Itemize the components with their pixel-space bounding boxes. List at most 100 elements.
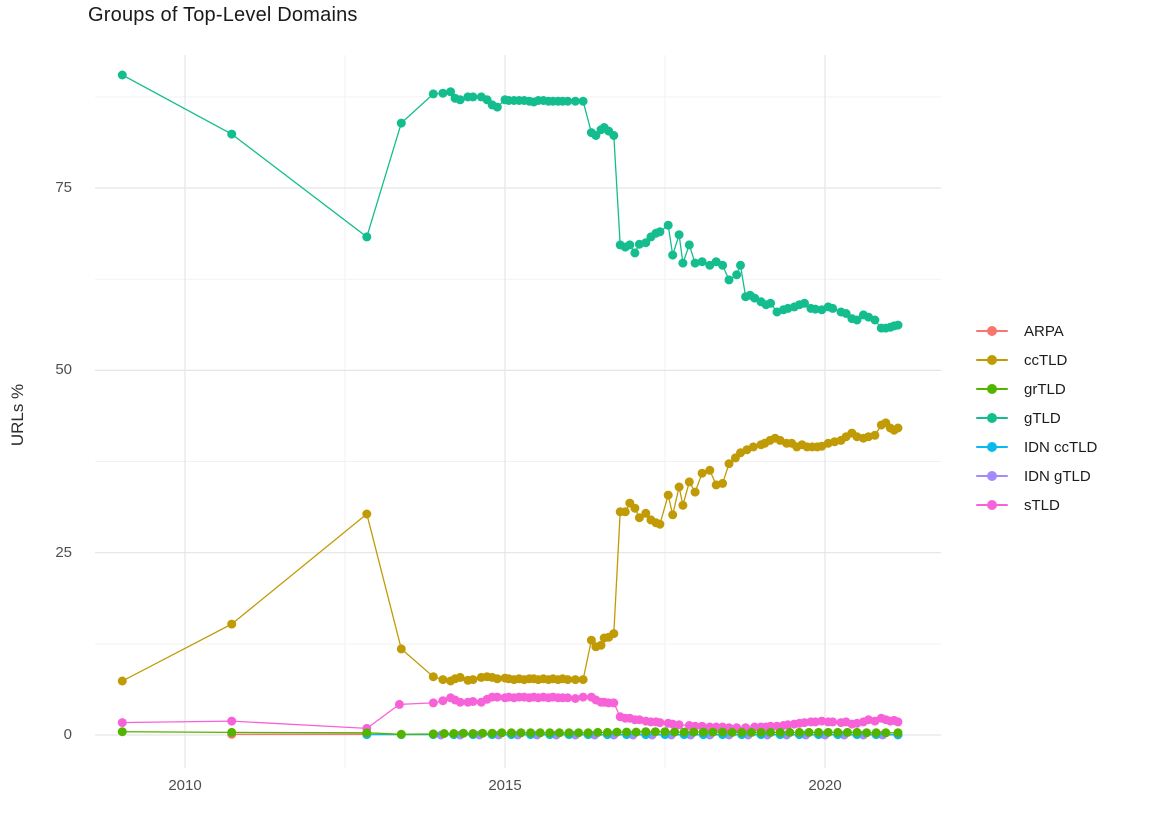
- data-point: [634, 513, 644, 523]
- data-point: [545, 728, 555, 738]
- data-point: [766, 727, 776, 737]
- data-point: [674, 482, 684, 492]
- data-point: [870, 430, 880, 440]
- data-point: [794, 727, 804, 737]
- data-point: [690, 258, 700, 268]
- data-point: [724, 275, 734, 285]
- data-point: [622, 727, 632, 737]
- x-tick-label: 2015: [488, 777, 522, 794]
- legend-dot-icon: [987, 500, 997, 510]
- data-point: [684, 240, 694, 250]
- data-point: [870, 315, 880, 325]
- data-point: [570, 694, 580, 703]
- data-point: [678, 500, 688, 510]
- data-point: [117, 718, 127, 728]
- data-point: [670, 727, 680, 737]
- data-point: [458, 728, 468, 738]
- data-point: [828, 303, 838, 313]
- series-cctld: [117, 418, 903, 686]
- data-point: [583, 728, 593, 738]
- data-point: [804, 727, 814, 737]
- data-point: [428, 698, 438, 708]
- data-point: [564, 728, 574, 738]
- legend-dot-icon: [987, 355, 997, 365]
- chart-legend: ARPA ccTLD grTLD gTLD IDN ccTLD IDN gTLD sTLD: [976, 321, 1097, 515]
- data-point: [698, 727, 708, 737]
- data-point: [478, 728, 488, 738]
- data-point: [227, 727, 237, 737]
- data-point: [227, 129, 237, 139]
- legend-key-icon: [976, 437, 1008, 457]
- data-point: [227, 716, 237, 726]
- data-point: [655, 227, 665, 237]
- series-gtld: [117, 70, 903, 333]
- data-point: [593, 727, 603, 737]
- series-grtld: [117, 727, 903, 739]
- data-point: [881, 728, 891, 738]
- data-point: [660, 727, 670, 737]
- data-point: [766, 298, 776, 308]
- data-point: [492, 102, 502, 112]
- legend-entry-idn-cctld: IDN ccTLD: [976, 437, 1097, 457]
- data-point: [625, 240, 635, 250]
- data-point: [697, 257, 707, 267]
- data-point: [756, 727, 766, 737]
- data-point: [697, 468, 707, 478]
- data-point: [678, 258, 688, 268]
- legend-label: grTLD: [1024, 380, 1066, 398]
- legend-label: IDN ccTLD: [1024, 438, 1098, 456]
- legend-label: gTLD: [1024, 409, 1061, 427]
- data-point: [591, 131, 601, 140]
- data-point: [396, 729, 406, 739]
- data-point: [396, 644, 406, 654]
- gridlines: [95, 55, 941, 768]
- data-point: [570, 96, 580, 106]
- data-point: [620, 507, 630, 517]
- y-tick-label: 50: [55, 361, 72, 379]
- data-point: [526, 728, 536, 738]
- data-point: [631, 727, 641, 737]
- data-point: [492, 692, 502, 702]
- data-point: [362, 509, 372, 519]
- data-point: [554, 728, 564, 738]
- data-point: [800, 298, 809, 308]
- data-point: [718, 260, 728, 270]
- data-point: [609, 698, 619, 708]
- data-point: [641, 508, 651, 518]
- data-point: [668, 250, 678, 260]
- legend-key-icon: [976, 408, 1008, 428]
- y-axis-ticks: 0 25 50 75: [0, 0, 72, 827]
- data-point: [596, 640, 606, 650]
- data-point: [852, 315, 862, 325]
- y-tick-label: 0: [63, 726, 72, 743]
- legend-entry-grtld: grTLD: [976, 379, 1097, 399]
- data-point: [748, 442, 758, 452]
- legend-dot-icon: [987, 384, 997, 394]
- legend-label: IDN gTLD: [1024, 467, 1091, 485]
- legend-entry-arpa: ARPA: [976, 321, 1097, 341]
- data-point: [842, 727, 852, 737]
- data-point: [468, 729, 478, 738]
- data-point: [630, 248, 640, 258]
- legend-entry-cctld: ccTLD: [976, 350, 1097, 370]
- data-point: [775, 727, 785, 737]
- data-point: [468, 675, 478, 685]
- data-point: [492, 674, 502, 684]
- data-point: [612, 727, 622, 737]
- data-point: [650, 727, 660, 737]
- data-point: [668, 510, 678, 520]
- y-tick-label: 25: [55, 543, 72, 561]
- data-point: [746, 727, 756, 737]
- legend-key-icon: [976, 350, 1008, 370]
- legend-key-icon: [976, 321, 1008, 341]
- data-point: [117, 727, 127, 737]
- data-point: [438, 88, 448, 98]
- data-point: [724, 459, 734, 469]
- data-point: [893, 717, 903, 727]
- data-point: [468, 92, 478, 102]
- data-point: [117, 70, 127, 80]
- data-point: [823, 727, 833, 737]
- data-point: [718, 478, 728, 488]
